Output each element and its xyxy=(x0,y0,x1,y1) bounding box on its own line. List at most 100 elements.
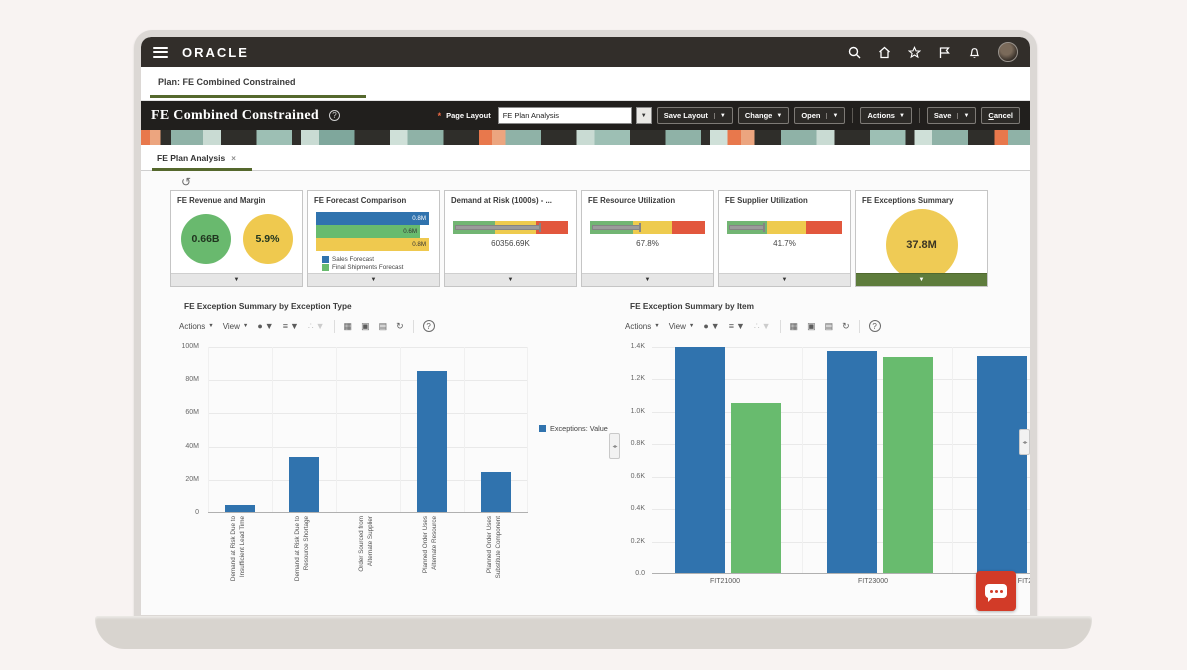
gauge-indicator xyxy=(592,225,641,230)
actions-menu[interactable]: Actions ▼ xyxy=(625,321,660,331)
change-button[interactable]: Change ▼ xyxy=(737,107,790,124)
chat-button[interactable] xyxy=(976,571,1016,611)
table-view-icon[interactable]: ▤ xyxy=(378,320,388,331)
tile-expand-button[interactable]: ▼ xyxy=(308,273,439,286)
left-chart-y-axis: 0 20M 40M 60M 80M 100M xyxy=(171,343,203,516)
bar[interactable] xyxy=(977,355,1027,573)
y-axis-tick: 20M xyxy=(185,475,199,483)
kpi-tile-supplier-utilization[interactable]: FE Supplier Utilization 41.7% ▼ xyxy=(718,190,851,287)
bar[interactable] xyxy=(827,350,877,573)
actions-menu[interactable]: Actions ▼ xyxy=(179,321,214,331)
view-menu[interactable]: View ▼ xyxy=(222,321,249,331)
gridline xyxy=(464,347,465,512)
divider xyxy=(852,108,854,123)
detach-icon[interactable]: ▣ xyxy=(807,320,816,331)
chevron-down-icon: ▼ xyxy=(781,277,788,283)
gauge-value: 60356.69K xyxy=(491,239,530,248)
graph-options-icon[interactable]: ● ▼ xyxy=(257,321,274,331)
open-button[interactable]: Open ▼ xyxy=(794,107,846,124)
grid-view-icon[interactable]: ▦ xyxy=(789,320,799,331)
sort-icon[interactable]: ≡ ▼ xyxy=(728,321,745,331)
notifications-bell-icon[interactable] xyxy=(968,46,981,59)
user-avatar[interactable] xyxy=(998,42,1018,62)
y-axis-tick: 0.8K xyxy=(630,440,645,448)
kpi-tile-demand-at-risk[interactable]: Demand at Risk (1000s) - ... 60356.69K ▼ xyxy=(444,190,577,287)
chevron-down-icon: ▼ xyxy=(713,112,726,119)
bar[interactable] xyxy=(225,505,255,512)
bar[interactable] xyxy=(417,370,447,512)
kpi-tile-revenue-margin[interactable]: FE Revenue and Margin 0.66B 5.9% ▼ xyxy=(170,190,303,287)
close-icon[interactable]: × xyxy=(231,153,236,163)
view-menu[interactable]: View ▼ xyxy=(668,321,695,331)
right-chart-plot xyxy=(652,347,1030,574)
kpi-tile-exceptions-summary[interactable]: FE Exceptions Summary 37.8M ▼ xyxy=(855,190,988,287)
x-axis-label: Planned Order Uses Alternate Resource xyxy=(421,516,443,594)
sort-icon[interactable]: ≡ ▼ xyxy=(282,321,299,331)
save-layout-button[interactable]: Save Layout ▼ xyxy=(656,107,733,124)
y-axis-tick: 60M xyxy=(185,409,199,417)
search-icon[interactable] xyxy=(848,46,861,59)
y-axis-tick: 1.4K xyxy=(630,343,645,350)
hamburger-menu-icon[interactable] xyxy=(153,46,168,58)
plan-tab-active-indicator xyxy=(150,95,366,98)
help-icon[interactable]: ? xyxy=(328,110,340,121)
cancel-button[interactable]: Cancel xyxy=(981,107,1020,124)
plan-tab[interactable]: Plan: FE Combined Constrained xyxy=(158,77,296,87)
divider xyxy=(333,319,335,333)
refresh-icon[interactable]: ↻ xyxy=(842,320,850,331)
graph-options-icon[interactable]: ● ▼ xyxy=(703,321,720,331)
gridline xyxy=(272,347,273,512)
bar[interactable] xyxy=(675,347,725,573)
chevron-down-icon: ▼ xyxy=(242,323,249,329)
left-chart-title: FE Exception Summary by Exception Type xyxy=(184,301,352,311)
kpi-tile-forecast-comparison[interactable]: FE Forecast Comparison 0.8M 0.6M 0.8M Sa… xyxy=(307,190,440,287)
panel-splitter-handle[interactable]: ◂▸ xyxy=(609,433,620,459)
detach-icon[interactable]: ▣ xyxy=(361,320,370,331)
flag-icon[interactable] xyxy=(938,46,951,59)
bar[interactable] xyxy=(731,402,781,573)
bar[interactable] xyxy=(481,472,511,512)
x-axis-label-text: Planned Order Uses Alternate Resource xyxy=(422,516,439,574)
gridline xyxy=(802,347,803,573)
kpi-tile-resource-utilization[interactable]: FE Resource Utilization 67.8% ▼ xyxy=(581,190,714,287)
refresh-icon[interactable]: ↻ xyxy=(396,320,404,331)
chevron-down-icon: ▼ xyxy=(315,321,325,331)
save-button[interactable]: Save ▼ xyxy=(926,107,977,124)
chevron-down-icon: ▼ xyxy=(264,321,274,331)
tile-expand-button[interactable]: ▼ xyxy=(719,273,850,286)
actions-button[interactable]: Actions ▼ xyxy=(860,107,912,124)
chevron-down-icon: ▼ xyxy=(957,112,969,119)
legend-swatch xyxy=(322,264,329,271)
bar[interactable] xyxy=(289,457,319,512)
right-chart-title: FE Exception Summary by Item xyxy=(630,301,755,311)
favorites-star-icon[interactable] xyxy=(908,45,921,59)
y-axis-tick: 0 xyxy=(195,509,199,516)
page-layout-dropdown-button[interactable]: ▼ xyxy=(635,107,652,124)
table-view-icon[interactable]: ▤ xyxy=(824,320,834,331)
chevron-down-icon: ▼ xyxy=(898,112,905,119)
panel-splitter-handle[interactable]: ◂▸ xyxy=(1019,429,1030,455)
refresh-icon[interactable]: ↺ xyxy=(181,175,192,189)
bar[interactable] xyxy=(883,357,933,573)
help-icon[interactable]: ? xyxy=(868,320,881,332)
gridline xyxy=(952,347,953,573)
y-axis-tick: 0.4K xyxy=(630,505,645,513)
tile-expand-button[interactable]: ▼ xyxy=(582,273,713,286)
x-axis-label: Demand at Risk Due to Resource Shortage xyxy=(293,516,315,594)
tile-expand-button[interactable]: ▼ xyxy=(445,273,576,286)
tile-title: Demand at Risk (1000s) - ... xyxy=(451,196,552,205)
chevron-down-icon: ▼ xyxy=(233,277,240,283)
y-axis-tick: 0.2K xyxy=(630,537,645,545)
page-layout-input[interactable] xyxy=(497,107,632,124)
grid-view-icon[interactable]: ▦ xyxy=(343,320,353,331)
tab-fe-plan-analysis[interactable]: FE Plan Analysis × xyxy=(157,153,236,163)
divider xyxy=(412,319,414,333)
oracle-logo: ORACLE xyxy=(182,44,249,60)
tile-expand-button[interactable]: ▼ xyxy=(856,273,987,286)
page-tab-bar: FE Plan Analysis × xyxy=(141,145,1030,171)
home-icon[interactable] xyxy=(878,46,891,59)
help-icon[interactable]: ? xyxy=(422,320,435,332)
tile-expand-button[interactable]: ▼ xyxy=(171,273,302,286)
chevron-down-icon: ▼ xyxy=(710,321,720,331)
legend-swatch xyxy=(539,425,546,432)
